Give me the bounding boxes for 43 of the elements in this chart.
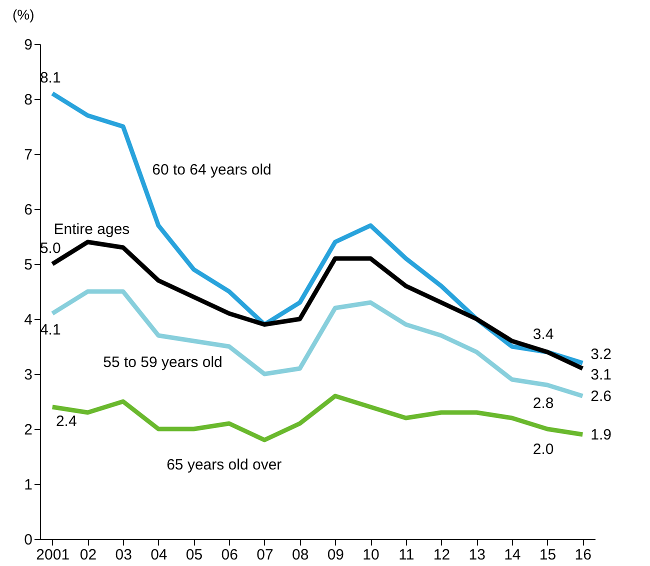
x-tick-label: 12: [433, 546, 450, 564]
y-tick-label: 1: [24, 476, 32, 494]
data-label: 2.6: [590, 388, 612, 405]
y-tick-label: 4: [24, 312, 32, 328]
x-tick-label: 2001: [36, 546, 70, 564]
x-tick-label: 05: [186, 546, 203, 564]
data-label: 1.9: [590, 426, 612, 444]
y-tick-label: 2: [24, 422, 32, 438]
y-tick-label: 3: [24, 366, 32, 384]
x-tick-label: 08: [292, 546, 309, 564]
data-label: 2.4: [56, 413, 77, 430]
x-tick-label: 11: [398, 546, 414, 564]
y-tick-label: 9: [24, 36, 32, 54]
x-tick-label: 06: [221, 546, 238, 564]
data-label: 5.0: [40, 240, 61, 257]
x-tick-label: 14: [504, 546, 521, 564]
x-tick-label: 04: [150, 546, 168, 564]
data-label: 8.1: [40, 70, 61, 86]
data-label: 3.1: [590, 366, 612, 384]
y-tick-label: 0: [24, 532, 32, 548]
x-tick-label: 15: [539, 546, 556, 564]
data-label: 2.0: [532, 441, 554, 458]
data-label: 2.8: [532, 395, 554, 412]
data-label: 3.4: [532, 326, 554, 343]
y-axis-title: (%): [12, 6, 34, 22]
series-label: 55 to 59 years old: [103, 354, 222, 371]
series-label: Entire ages: [54, 221, 130, 238]
x-tick-label: 03: [115, 546, 132, 564]
x-tick-label: 13: [468, 546, 486, 564]
data-label: 4.1: [40, 322, 61, 338]
line-series: [50, 394, 585, 442]
y-tick-label: 8: [24, 92, 32, 108]
series-label: 60 to 64 years old: [152, 162, 272, 178]
series-label: 65 years old over: [166, 456, 282, 474]
x-tick-label: 02: [80, 546, 97, 564]
x-tick-label: 09: [327, 546, 344, 564]
data-label: 3.2: [590, 346, 612, 363]
y-tick-label: 5: [24, 256, 32, 274]
y-tick-label: 6: [24, 202, 32, 218]
x-tick-label: 10: [362, 546, 380, 564]
x-tick-label: 16: [574, 546, 592, 564]
x-tick-label: 07: [256, 546, 274, 564]
y-tick-label: 7: [24, 146, 32, 164]
